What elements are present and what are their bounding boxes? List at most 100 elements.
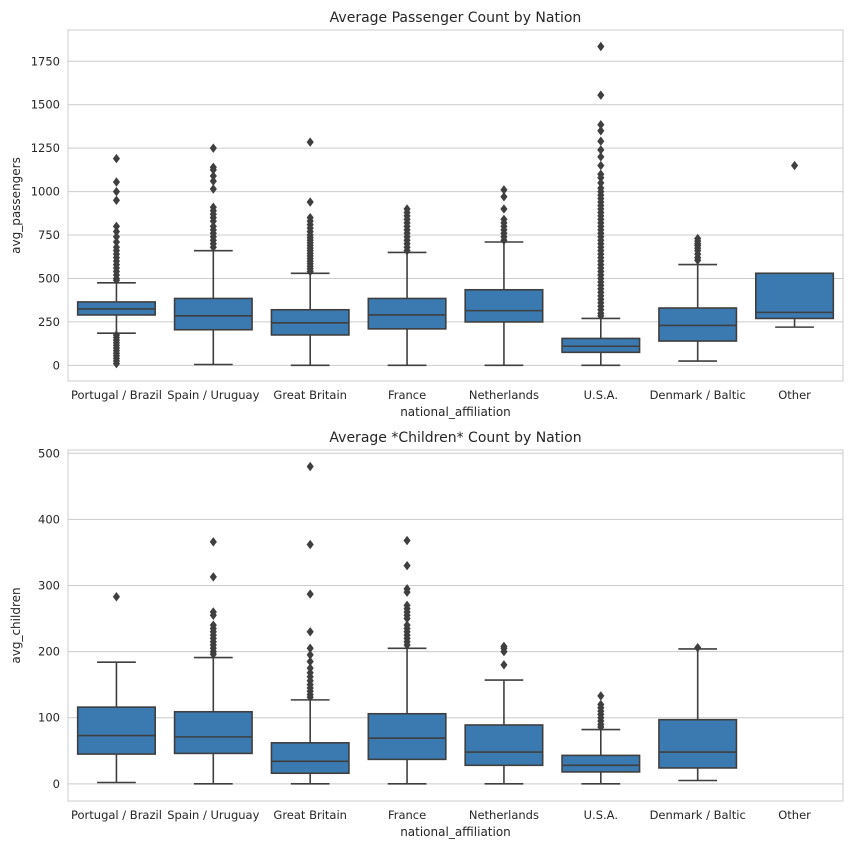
- box: [658, 307, 738, 342]
- x-tick-label: Other: [778, 388, 811, 402]
- y-axis-label: avg_passengers: [9, 157, 23, 254]
- box-group: [561, 41, 641, 367]
- outlier-point: [597, 126, 605, 136]
- x-axis-label: national_affiliation: [400, 405, 511, 419]
- x-tick-label: Netherlands: [469, 388, 539, 402]
- outlier-point: [403, 245, 411, 256]
- outlier-point: [500, 660, 508, 670]
- outlier-point: [597, 722, 605, 732]
- outlier-point: [209, 610, 217, 620]
- x-tick-label: Great Britain: [273, 808, 347, 822]
- outlier-point: [403, 587, 411, 597]
- outlier-point: [597, 136, 605, 146]
- box: [76, 706, 156, 755]
- outlier-point: [306, 692, 314, 702]
- outlier-point: [500, 235, 508, 245]
- outlier-point: [112, 153, 121, 164]
- box-group: [755, 160, 835, 328]
- outlier-point: [306, 589, 314, 599]
- box-group: [173, 537, 253, 785]
- subplot-2: 0 100 200 300 400 500 Average *Children* Count…: [9, 430, 844, 839]
- y-tick-label: 500: [38, 271, 60, 285]
- outlier-point: [209, 572, 217, 582]
- outlier-point: [694, 255, 702, 265]
- outlier-point: [597, 41, 605, 52]
- outlier-point: [597, 90, 605, 100]
- box-group: [561, 691, 641, 785]
- box: [561, 754, 641, 773]
- y-tick-label: 1500: [31, 98, 60, 112]
- box: [658, 718, 738, 769]
- outlier-point: [597, 691, 605, 701]
- outlier-point: [306, 539, 314, 550]
- outlier-point: [403, 560, 411, 571]
- outlier-point: [209, 537, 217, 547]
- box: [367, 712, 447, 761]
- x-tick-label: Spain / Uruguay: [167, 808, 259, 822]
- box-group: [367, 204, 447, 367]
- outlier-point: [306, 461, 314, 472]
- box-group: [464, 641, 544, 785]
- y-axis-label: avg_children: [9, 587, 23, 663]
- y-tick-label: 1000: [31, 185, 60, 199]
- box-group: [658, 642, 738, 782]
- box-group: [270, 461, 350, 785]
- outlier-point: [112, 275, 121, 285]
- box-group: [658, 233, 738, 362]
- y-tick-label: 250: [38, 315, 60, 329]
- outlier-point: [500, 204, 508, 214]
- box: [464, 724, 544, 767]
- outlier-point: [500, 646, 508, 657]
- outlier-point: [306, 627, 314, 637]
- x-tick-label: Netherlands: [469, 808, 539, 822]
- outlier-point: [209, 184, 217, 194]
- y-tick-label: 100: [38, 711, 60, 725]
- x-tick-label: France: [388, 808, 426, 822]
- box: [173, 710, 253, 755]
- x-tick-label: Other: [778, 808, 811, 822]
- x-tick-label: U.S.A.: [584, 388, 618, 402]
- outlier-point: [306, 197, 314, 207]
- outlier-point: [694, 642, 702, 653]
- x-tick-label: Denmark / Baltic: [650, 808, 746, 822]
- outlier-point: [112, 177, 121, 187]
- box-group: [270, 137, 350, 367]
- y-tick-label: 1250: [31, 141, 60, 155]
- x-tick-label: Portugal / Brazil: [71, 808, 162, 822]
- y-tick-label: 300: [38, 579, 60, 593]
- box-group: [367, 535, 447, 785]
- outlier-point: [209, 242, 217, 252]
- outlier-point: [306, 137, 314, 147]
- box: [367, 297, 447, 330]
- outlier-point: [209, 143, 217, 153]
- x-tick-label: U.S.A.: [584, 808, 618, 822]
- outlier-point: [403, 640, 411, 650]
- box: [561, 337, 641, 354]
- outlier-point: [500, 192, 508, 202]
- outlier-point: [403, 535, 411, 546]
- chart-title: Average Passenger Count by Nation: [330, 10, 582, 26]
- axes-frame: [67, 29, 844, 382]
- y-tick-label: 0: [53, 358, 60, 372]
- box: [464, 288, 544, 323]
- box-group: [464, 185, 544, 367]
- chart-title: Average *Children* Count by Nation: [329, 430, 581, 446]
- outlier-point: [112, 592, 121, 602]
- outlier-point: [306, 266, 314, 277]
- outlier-point: [597, 152, 605, 162]
- subplot-1: 0 250 500 750 1000 1250 1500 1750 Average Passen…: [9, 10, 844, 419]
- y-tick-label: 500: [38, 446, 60, 460]
- box: [755, 272, 835, 320]
- x-axis-label: national_affiliation: [400, 825, 511, 839]
- x-tick-label: Spain / Uruguay: [167, 388, 259, 402]
- y-tick-label: 200: [38, 645, 60, 659]
- outlier-point: [112, 186, 121, 197]
- axes-frame: [67, 449, 844, 802]
- x-tick-label: Denmark / Baltic: [650, 388, 746, 402]
- outlier-point: [209, 649, 217, 659]
- x-tick-label: Portugal / Brazil: [71, 388, 162, 402]
- outlier-point: [597, 311, 605, 321]
- x-tick-label: France: [388, 388, 426, 402]
- y-tick-label: 750: [38, 228, 60, 242]
